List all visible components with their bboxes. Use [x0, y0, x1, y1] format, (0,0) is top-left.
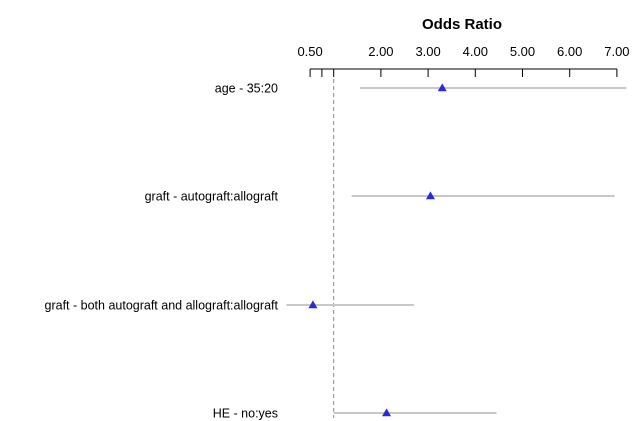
point-estimate — [382, 408, 392, 417]
row-label: graft - autograft:allograft — [145, 190, 279, 204]
row-label: age - 35:20 — [215, 82, 278, 96]
x-tick-label: 2.00 — [368, 44, 393, 59]
forest-row: graft - both autograft and allograft:all… — [45, 299, 414, 313]
x-tick-label: 7.00 — [604, 44, 629, 59]
row-label: HE - no:yes — [213, 407, 278, 421]
x-tick-label: 5.00 — [510, 44, 535, 59]
x-tick-label: 6.00 — [557, 44, 582, 59]
point-estimate — [425, 191, 435, 200]
axis-title: Odds Ratio — [422, 16, 502, 33]
x-tick-label: 3.00 — [415, 44, 440, 59]
point-estimate — [437, 83, 447, 92]
x-tick-label: 4.00 — [463, 44, 488, 59]
rows-group: age - 35:20 graft - autograft:allograft gr… — [45, 82, 627, 421]
forest-row: graft - autograft:allograft — [145, 190, 615, 204]
forest-row: age - 35:20 — [215, 82, 627, 96]
x-axis: 0.50 2.00 3.00 4.00 5.00 6.00 7.00 — [297, 44, 630, 77]
forest-row: HE - no:yes — [213, 407, 497, 421]
point-estimate — [308, 300, 318, 309]
x-tick-label: 0.50 — [297, 44, 322, 59]
row-label: graft - both autograft and allograft:all… — [45, 299, 279, 313]
